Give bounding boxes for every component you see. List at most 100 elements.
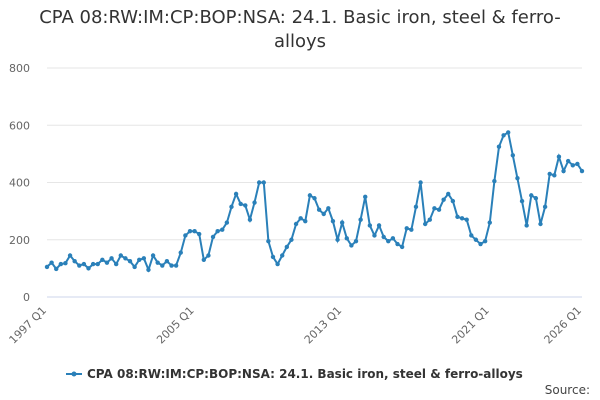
data-point: [72, 259, 77, 264]
data-point: [450, 198, 456, 204]
data-point: [473, 237, 479, 242]
data-point: [307, 193, 313, 198]
x-tick-label: 2021 Q1: [449, 304, 492, 347]
data-point: [289, 237, 294, 242]
data-point: [335, 237, 340, 242]
data-point: [67, 253, 73, 258]
data-point: [464, 217, 469, 222]
data-point: [441, 197, 446, 202]
data-point: [243, 203, 248, 208]
y-tick-label: 0: [23, 291, 30, 304]
data-point: [270, 254, 276, 260]
data-point: [266, 238, 271, 244]
data-point: [141, 256, 147, 261]
data-point: [224, 220, 230, 225]
y-tick-label: 600: [9, 119, 30, 132]
data-point: [252, 200, 257, 205]
data-point: [358, 217, 363, 222]
data-point: [316, 207, 322, 212]
data-point: [524, 223, 529, 228]
data-point: [229, 204, 234, 210]
chart-title: CPA 08:RW:IM:CP:BOP:NSA: 24.1. Basic iro…: [39, 7, 561, 52]
data-point: [386, 238, 391, 244]
data-point: [413, 204, 419, 210]
data-point: [349, 243, 354, 248]
data-point: [113, 261, 119, 267]
data-point: [353, 238, 359, 244]
data-point: [201, 257, 207, 262]
data-point: [238, 201, 243, 207]
data-point: [501, 133, 506, 138]
data-point: [538, 221, 543, 227]
data-point: [81, 261, 87, 267]
data-point: [215, 228, 220, 234]
data-point: [160, 263, 165, 268]
x-tick-label: 2005 Q1: [154, 304, 197, 347]
data-point: [321, 211, 326, 217]
data-point: [173, 263, 179, 268]
data-point: [256, 180, 262, 185]
data-point: [233, 191, 239, 197]
data-point: [427, 217, 433, 222]
data-point: [390, 236, 396, 241]
data-point: [556, 154, 562, 159]
data-point: [155, 260, 160, 265]
data-point: [326, 206, 331, 211]
data-point: [404, 226, 409, 231]
data-point: [487, 220, 492, 225]
data-point: [492, 178, 497, 184]
data-point: [77, 263, 82, 268]
data-point: [137, 257, 142, 262]
data-point: [187, 228, 193, 234]
data-point: [561, 168, 566, 174]
data-point: [570, 163, 575, 168]
data-point: [436, 207, 442, 212]
data-point: [146, 267, 151, 273]
source: Source:: [545, 383, 590, 397]
data-point: [446, 191, 451, 197]
data-point: [399, 244, 405, 250]
data-point: [58, 261, 64, 267]
data-point: [280, 253, 285, 258]
series-line: [46, 130, 583, 273]
data-point: [575, 161, 580, 167]
data-point: [372, 233, 377, 238]
data-point: [478, 241, 483, 247]
data-point: [150, 253, 156, 258]
x-tick-label: 2013 Q1: [302, 304, 345, 347]
data-point: [547, 171, 552, 177]
data-point: [344, 236, 349, 241]
legend-marker: [71, 371, 77, 377]
data-point: [49, 260, 54, 265]
data-point: [510, 153, 516, 158]
data-point: [455, 214, 460, 220]
data-point: [363, 194, 368, 200]
data-point: [196, 231, 202, 237]
data-point: [565, 158, 571, 164]
data-point: [169, 263, 174, 268]
data-point: [298, 216, 303, 221]
data-point: [367, 223, 373, 228]
data-point: [164, 259, 170, 264]
y-tick-label: 800: [9, 62, 30, 75]
data-point: [63, 261, 68, 266]
data-point: [247, 217, 253, 222]
data-point: [432, 206, 437, 211]
data-point: [192, 228, 197, 234]
data-point: [104, 260, 110, 265]
data-point: [220, 227, 225, 232]
data-point: [395, 241, 400, 247]
data-point: [579, 168, 585, 174]
legend-label: CPA 08:RW:IM:CP:BOP:NSA: 24.1. Basic iro…: [87, 367, 523, 381]
data-point: [303, 218, 308, 224]
data-point: [178, 250, 183, 255]
data-point: [506, 130, 511, 135]
data-point: [275, 261, 280, 267]
data-point: [552, 173, 557, 178]
data-point: [206, 253, 211, 258]
data-point: [44, 264, 50, 270]
data-point: [542, 204, 548, 210]
data-point: [376, 223, 382, 228]
data-point: [100, 257, 105, 262]
